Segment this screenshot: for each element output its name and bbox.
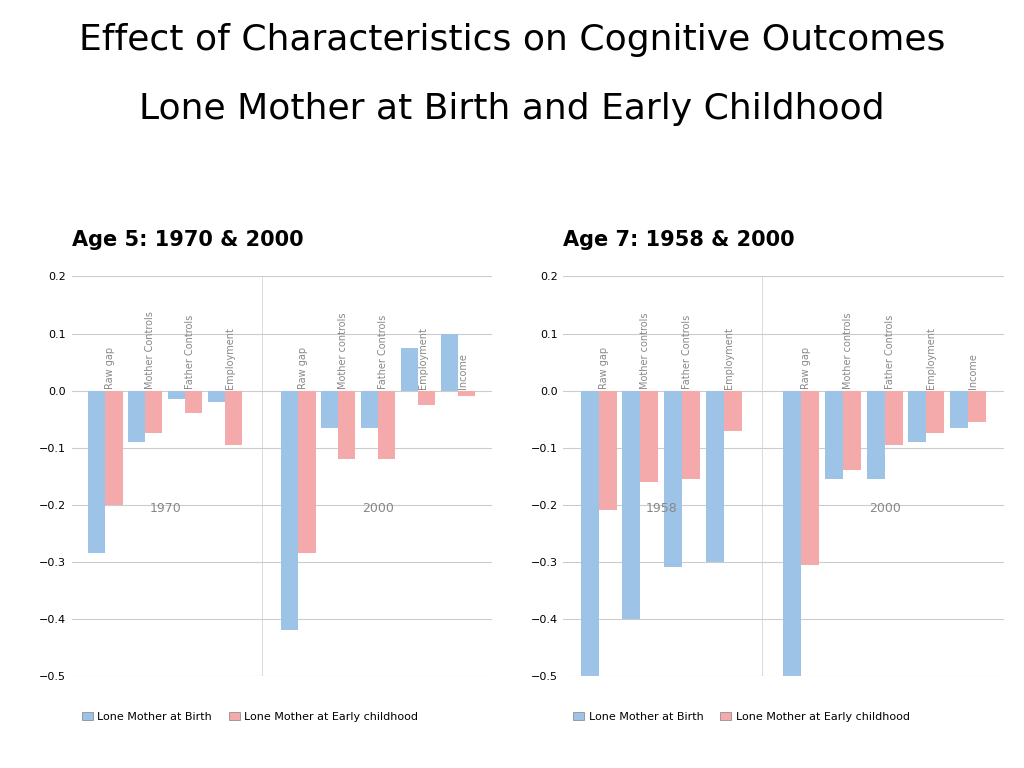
Bar	[208, 391, 225, 402]
Bar	[682, 391, 700, 479]
Text: Employment: Employment	[927, 327, 936, 389]
Bar	[128, 391, 145, 442]
Text: Income: Income	[968, 353, 978, 389]
Text: Raw gap: Raw gap	[801, 346, 811, 389]
Text: Employment: Employment	[418, 327, 428, 389]
Bar	[640, 391, 658, 482]
Bar	[866, 391, 885, 479]
Legend: Lone Mother at Birth, Lone Mother at Early childhood: Lone Mother at Birth, Lone Mother at Ear…	[568, 707, 914, 727]
Text: Mother Controls: Mother Controls	[145, 311, 156, 389]
Bar	[665, 391, 682, 568]
Bar	[885, 391, 902, 445]
Text: 2000: 2000	[868, 502, 900, 515]
Text: 2000: 2000	[362, 502, 394, 515]
Bar	[225, 391, 242, 445]
Bar	[968, 391, 986, 422]
Bar	[105, 391, 123, 505]
Text: Father Controls: Father Controls	[682, 315, 692, 389]
Bar	[927, 391, 944, 433]
Text: Mother controls: Mother controls	[843, 313, 853, 389]
Bar	[378, 391, 395, 459]
Bar	[843, 391, 861, 471]
Bar	[361, 391, 378, 428]
Bar	[298, 391, 315, 553]
Text: Mother controls: Mother controls	[640, 313, 650, 389]
Bar	[623, 391, 640, 619]
Bar	[145, 391, 163, 433]
Bar	[88, 391, 105, 553]
Bar	[400, 348, 418, 391]
Text: Lone Mother at Birth and Early Childhood: Lone Mother at Birth and Early Childhood	[139, 92, 885, 126]
Text: Father Controls: Father Controls	[185, 315, 195, 389]
Bar	[418, 391, 435, 405]
Bar	[950, 391, 968, 428]
Bar	[783, 391, 801, 676]
Bar	[908, 391, 927, 442]
Text: Employment: Employment	[225, 327, 234, 389]
Bar	[724, 391, 742, 431]
Bar	[599, 391, 616, 511]
Text: 1970: 1970	[150, 502, 181, 515]
Text: Age 7: 1958 & 2000: Age 7: 1958 & 2000	[563, 230, 795, 250]
Bar	[581, 391, 599, 676]
Bar	[440, 333, 458, 391]
Bar	[338, 391, 355, 459]
Text: Age 5: 1970 & 2000: Age 5: 1970 & 2000	[72, 230, 303, 250]
Bar	[801, 391, 819, 564]
Text: Employment: Employment	[724, 327, 734, 389]
Text: Effect of Characteristics on Cognitive Outcomes: Effect of Characteristics on Cognitive O…	[79, 23, 945, 57]
Text: 1958: 1958	[645, 502, 677, 515]
Text: Raw gap: Raw gap	[298, 346, 308, 389]
Bar	[168, 391, 185, 399]
Bar	[282, 391, 298, 631]
Bar	[458, 391, 475, 396]
Text: Raw gap: Raw gap	[105, 346, 116, 389]
Text: Father Controls: Father Controls	[378, 315, 388, 389]
Bar	[706, 391, 724, 561]
Bar	[185, 391, 202, 413]
Text: Raw gap: Raw gap	[599, 346, 608, 389]
Bar	[322, 391, 338, 428]
Bar	[824, 391, 843, 479]
Text: Mother controls: Mother controls	[338, 313, 348, 389]
Legend: Lone Mother at Birth, Lone Mother at Early childhood: Lone Mother at Birth, Lone Mother at Ear…	[77, 707, 423, 727]
Text: Income: Income	[458, 353, 468, 389]
Text: Father Controls: Father Controls	[885, 315, 895, 389]
